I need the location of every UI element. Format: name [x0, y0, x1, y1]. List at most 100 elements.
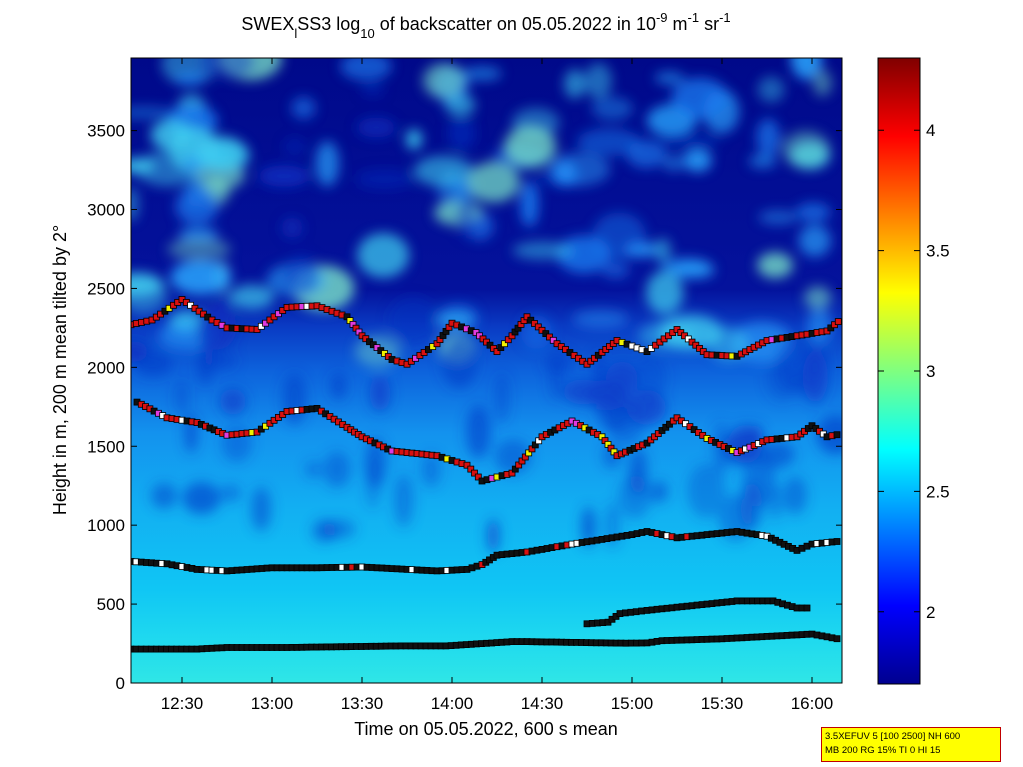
backscatter-patch [178, 227, 219, 243]
layer-marker-upper [531, 441, 539, 449]
layer-marker-top [497, 344, 505, 352]
backscatter-patch [151, 483, 178, 509]
backscatter-patch [512, 241, 573, 260]
backscatter-patch [662, 155, 685, 172]
backscatter-patch [356, 117, 397, 138]
backscatter-patch [170, 260, 231, 295]
y-tick-label: 3500 [87, 122, 125, 141]
heatmap-background [131, 58, 842, 683]
colorbar-tick-label: 2 [926, 603, 935, 622]
layer-marker-top [834, 318, 842, 326]
backscatter-patch [781, 130, 830, 168]
backscatter-patch [646, 270, 684, 315]
settings-info-box: 3.5XEFUV 5 [100 2500] NH 600 MB 200 RG 1… [821, 727, 1001, 762]
backscatter-patch [258, 165, 310, 187]
layer-marker-top [501, 340, 508, 348]
backscatter-patch [812, 69, 833, 97]
backscatter-patch [596, 382, 631, 432]
backscatter-patch [441, 335, 478, 388]
backscatter-patch [174, 72, 206, 85]
x-axis-label: Time on 05.05.2022, 600 s mean [354, 719, 618, 739]
plot-frame [130, 57, 843, 684]
y-axis-ticks: 0 500 1000 1500 2000 2500 3000 3500 [87, 122, 842, 693]
y-tick-label: 3000 [87, 201, 125, 220]
backscatter-patch [687, 463, 726, 519]
x-tick-label: 12:30 [161, 694, 204, 713]
x-tick-label: 14:00 [431, 694, 474, 713]
backscatter-patch [790, 58, 822, 80]
backscatter-patch [660, 258, 712, 274]
backscatter-patch [421, 453, 441, 487]
backscatter-patch [330, 372, 347, 400]
backscatter-patch [659, 134, 720, 150]
x-tick-label: 13:00 [251, 694, 294, 713]
x-tick-label: 14:30 [521, 694, 564, 713]
backscatter-patch [186, 135, 246, 168]
backscatter-patch [548, 152, 611, 186]
y-tick-label: 1500 [87, 437, 125, 456]
backscatter-patch [357, 233, 410, 278]
colorbar [877, 57, 921, 685]
backscatter-patch [219, 388, 247, 416]
backscatter-patch [756, 118, 780, 156]
layer-marker-upper [833, 431, 841, 439]
backscatter-patch [591, 96, 633, 121]
backscatter-patch [783, 476, 807, 515]
backscatter-patch [455, 199, 477, 238]
backscatter-patch [312, 519, 337, 543]
backscatter-patch [388, 296, 438, 344]
layer-marker-upper [521, 453, 529, 461]
backscatter-patch [494, 439, 532, 475]
backscatter-patch [467, 161, 520, 203]
layer-marker-top [549, 336, 557, 344]
layer-marker-lowest [833, 635, 841, 643]
backscatter-patch [366, 457, 380, 509]
backscatter-patch [175, 187, 219, 226]
y-tick-label: 1000 [87, 516, 125, 535]
backscatter-patch [504, 125, 557, 168]
y-tick-label: 2000 [87, 358, 125, 377]
backscatter-patch [766, 357, 798, 401]
y-tick-label: 0 [116, 674, 125, 693]
layer-marker-upper [511, 465, 519, 473]
backscatter-patch [150, 119, 193, 151]
backscatter-patch [422, 62, 466, 99]
backscatter-patch [748, 154, 777, 169]
backscatter-patch [487, 518, 500, 553]
backscatter-patch [520, 181, 539, 228]
layer-marker-upper [467, 465, 475, 473]
backscatter-patch [284, 253, 320, 296]
layer-marker-boundary [833, 538, 841, 545]
colorbar-tick-label: 3.5 [926, 242, 950, 261]
backscatter-patch [134, 350, 173, 377]
y-tick-label: 500 [97, 595, 125, 614]
backscatter-patch [494, 372, 510, 424]
cloud-layer-markers [131, 296, 842, 653]
layer-marker-upper [471, 469, 478, 477]
backscatter-patch [173, 379, 190, 417]
layer-marker-top [523, 313, 531, 321]
backscatter-patch [360, 82, 385, 97]
backscatter-patch [549, 352, 564, 402]
backscatter-patch [654, 72, 685, 84]
layer-marker-top [493, 348, 501, 356]
backscatter-patch [413, 155, 474, 187]
backscatter-patch [447, 116, 476, 151]
backscatter-patch [197, 58, 255, 80]
backscatter-patch [131, 274, 168, 314]
backscatter-patch [291, 96, 316, 119]
backscatter-patch [281, 217, 304, 239]
backscatter-patch [217, 293, 235, 313]
x-tick-label: 15:30 [701, 694, 744, 713]
layer-marker-upper [463, 461, 471, 469]
backscatter-patch [683, 148, 712, 172]
backscatter-patch [462, 66, 502, 81]
layer-marker-mid [803, 604, 811, 612]
backscatter-patch [768, 484, 783, 520]
backscatter-patch [759, 441, 795, 468]
backscatter-patch [393, 474, 414, 528]
y-axis-label: Height in m, 200 m mean tilted by 2° [50, 225, 70, 515]
layer-marker-top [504, 336, 512, 344]
backscatter-patch [626, 140, 667, 168]
